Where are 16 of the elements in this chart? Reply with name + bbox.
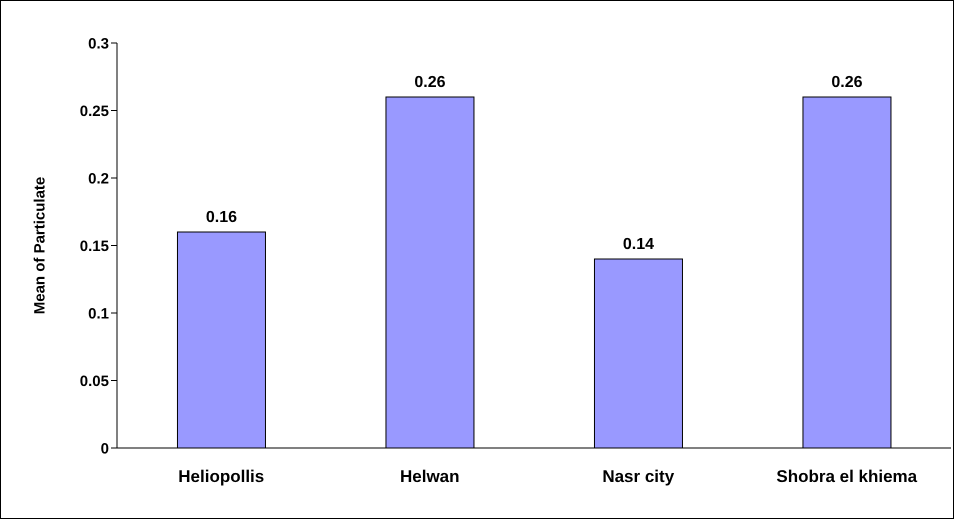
- y-tick-label: 0.25: [80, 102, 109, 120]
- y-tick-label: 0.15: [80, 238, 109, 255]
- y-tick-label: 0: [100, 440, 109, 458]
- data-label: 0.16: [206, 209, 238, 226]
- y-tick-label: 0.3: [88, 35, 109, 52]
- x-tick-label: Helwan: [400, 467, 460, 486]
- x-tick-label: Shobra el khiema: [776, 467, 918, 486]
- x-tick-label: Heliopollis: [178, 467, 264, 486]
- y-tick-label: 0.2: [88, 170, 109, 188]
- data-label: 0.26: [831, 74, 863, 91]
- y-tick-label: 0.05: [80, 372, 109, 390]
- y-axis-title: Mean of Particulate: [31, 176, 48, 314]
- x-tick-label: Nasr city: [602, 467, 675, 486]
- data-label: 0.26: [414, 74, 446, 91]
- data-label: 0.14: [622, 236, 654, 253]
- y-tick-label: 0.1: [88, 305, 109, 322]
